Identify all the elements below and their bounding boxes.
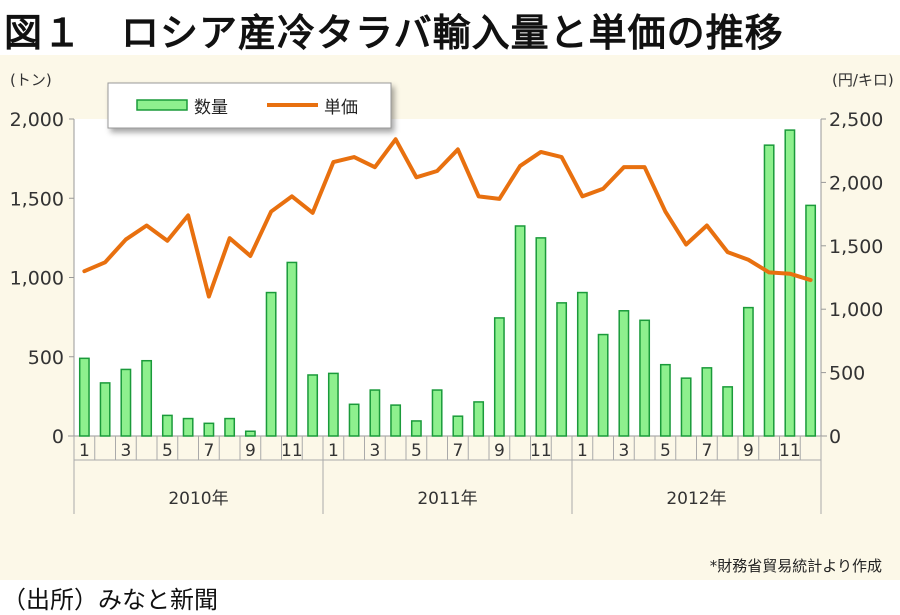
bar-quantity — [141, 359, 153, 437]
bar-quantity — [369, 389, 381, 437]
bar-quantity — [99, 382, 111, 437]
month-label: 11 — [530, 441, 552, 461]
right-tick-label: 0 — [829, 426, 841, 448]
left-tick-label: 500 — [28, 347, 64, 369]
month-label: 3 — [120, 441, 131, 461]
bar-quantity — [286, 261, 298, 437]
page-title: 図１ ロシア産冷タラバ輸入量と単価の推移 — [4, 11, 784, 55]
left-tick-label: 1,500 — [10, 188, 64, 210]
plot-area — [74, 119, 821, 436]
bar-quantity — [763, 144, 775, 437]
right-tick-label: 1,500 — [829, 236, 883, 258]
bar-quantity — [327, 372, 339, 437]
bar-quantity — [265, 291, 277, 437]
bar-quantity — [680, 377, 692, 437]
bar-quantity — [244, 430, 256, 437]
bar-quantity — [742, 306, 754, 437]
month-label: 9 — [743, 441, 754, 461]
year-label: 2012年 — [666, 489, 726, 509]
left-tick-label: 2,000 — [10, 109, 64, 131]
bar-quantity — [639, 319, 651, 437]
bar-quantity — [431, 389, 443, 437]
bar-quantity — [161, 414, 173, 437]
month-label: 7 — [701, 441, 712, 461]
bar-quantity — [535, 237, 547, 437]
left-tick-label: 1,000 — [10, 268, 64, 290]
bar-quantity — [224, 417, 236, 437]
month-label: 11 — [779, 441, 801, 461]
chart: 0 500 1,000 1,500 2,000 0 500 1,000 1,500 2,000 2,… — [10, 71, 894, 514]
month-label: 7 — [452, 441, 463, 461]
bar-quantity — [576, 291, 588, 437]
bar-quantity — [473, 401, 485, 437]
right-tick-label: 2,500 — [829, 109, 883, 131]
bar-quantity — [597, 333, 609, 437]
month-label: 9 — [494, 441, 505, 461]
bar-quantity — [701, 367, 713, 437]
month-label: 7 — [203, 441, 214, 461]
right-tick-label: 500 — [829, 363, 865, 385]
source-note: *財務省貿易統計より作成 — [709, 557, 882, 575]
line-unit-price — [82, 137, 813, 299]
month-label: 5 — [162, 441, 173, 461]
month-label: 1 — [328, 441, 339, 461]
month-label: 5 — [660, 441, 671, 461]
bar-quantity — [556, 302, 568, 437]
bar-quantity — [182, 417, 194, 437]
bar-quantity — [307, 374, 319, 437]
bar-quantity — [78, 357, 90, 437]
bar-quantity — [348, 403, 360, 437]
right-axis-unit: (円/キロ) — [832, 71, 894, 89]
bar-quantity — [805, 204, 817, 437]
month-label: 9 — [245, 441, 256, 461]
bar-quantity — [120, 368, 132, 437]
bar-quantity — [618, 310, 630, 437]
legend-label-price: 単価 — [324, 98, 358, 118]
month-label: 3 — [618, 441, 629, 461]
month-label: 11 — [281, 441, 303, 461]
bar-quantity — [390, 404, 402, 437]
month-label: 3 — [369, 441, 380, 461]
bar-quantity — [784, 129, 796, 437]
bar-quantity — [452, 415, 464, 437]
right-tick-label: 1,000 — [829, 299, 883, 321]
bar-quantity — [410, 420, 422, 437]
month-label: 1 — [577, 441, 588, 461]
month-label: 5 — [411, 441, 422, 461]
left-axis-unit: (トン) — [10, 71, 52, 89]
chart-panel: 0 500 1,000 1,500 2,000 0 500 1,000 1,500 2,000 2,… — [0, 55, 900, 580]
bar-quantity — [203, 422, 215, 437]
bar-quantity — [722, 386, 734, 437]
left-tick-label: 0 — [52, 426, 64, 448]
bar-quantity — [514, 225, 526, 437]
bar-quantity — [493, 317, 505, 437]
right-tick-label: 2,000 — [829, 172, 883, 194]
year-label: 2010年 — [168, 489, 228, 509]
year-label: 2011年 — [417, 489, 477, 509]
legend-bar-swatch — [136, 99, 188, 111]
legend-label-quantity: 数量 — [194, 98, 228, 118]
source-credit: （出所）みなと新聞 — [2, 586, 218, 614]
bar-quantity — [659, 363, 671, 437]
month-label: 1 — [79, 441, 90, 461]
